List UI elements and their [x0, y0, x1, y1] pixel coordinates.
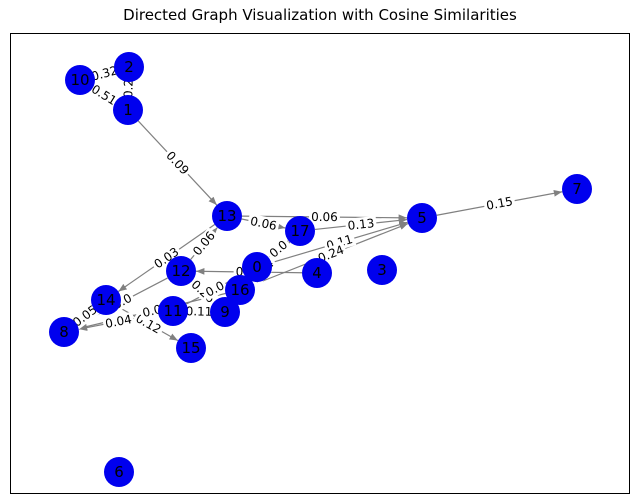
edge-label-5-7: 0.15: [483, 193, 516, 214]
node-2: 2: [114, 52, 144, 82]
node-10: 10: [65, 65, 95, 95]
node-6: 6: [104, 457, 134, 487]
node-1: 1: [113, 95, 143, 125]
node-4: 4: [302, 258, 332, 288]
node-17: 17: [285, 216, 315, 246]
edge-label-2-1: 0.2: [121, 76, 136, 101]
node-13: 13: [212, 201, 242, 231]
node-label: 6: [114, 463, 124, 481]
chart-title: Directed Graph Visualization with Cosine…: [123, 6, 517, 24]
node-circle: [562, 174, 592, 204]
node-label: 4: [312, 264, 322, 282]
node-label: 8: [59, 323, 69, 341]
node-circle: [158, 296, 188, 326]
node-3: 3: [367, 255, 397, 285]
node-circle: [367, 255, 397, 285]
node-label: 13: [217, 207, 236, 225]
node-circle: [242, 252, 272, 282]
edge-label-12-13: 0.06: [188, 227, 220, 260]
node-circle: [225, 275, 255, 305]
node-circle: [49, 317, 79, 347]
node-8: 8: [49, 317, 79, 347]
node-label: 14: [96, 291, 115, 309]
plot-frame: [10, 33, 630, 494]
node-circle: [166, 256, 196, 286]
node-label: 1: [123, 101, 133, 119]
edge-label-17-5: 0.13: [344, 215, 378, 234]
edge-weight-label: 0.0: [141, 302, 163, 320]
node-9: 9: [210, 297, 240, 327]
edge-weight-label: 0.04: [104, 312, 133, 331]
node-16: 16: [225, 275, 255, 305]
node-circle: [302, 258, 332, 288]
edge-weight-label: 0.06: [249, 214, 278, 233]
node-label: 0: [252, 258, 262, 276]
node-label: 7: [572, 180, 582, 198]
edge-weight-label: 0.2: [121, 79, 135, 98]
edge-weight-label: 0.32: [90, 63, 119, 83]
edge-weight-label: 0.06: [311, 210, 338, 224]
node-circle: [65, 65, 95, 95]
node-label: 17: [290, 222, 309, 240]
node-5: 5: [407, 203, 437, 233]
node-label: 11: [163, 302, 182, 320]
node-0: 0: [242, 252, 272, 282]
node-circle: [176, 333, 206, 363]
node-circle: [212, 201, 242, 231]
edge-weight-label: 0.11: [186, 304, 213, 319]
node-circle: [210, 297, 240, 327]
edge-label-13-17: 0.06: [247, 213, 280, 234]
node-14: 14: [91, 285, 121, 315]
node-label: 2: [124, 58, 134, 76]
node-circle: [113, 95, 143, 125]
node-7: 7: [562, 174, 592, 204]
edge-weight-label: 0.15: [485, 194, 514, 213]
node-label: 10: [70, 71, 89, 89]
node-label: 12: [171, 262, 190, 280]
node-label: 16: [230, 281, 249, 299]
edge-label-11-9: 0.11: [183, 304, 215, 319]
edge-weight-label: 0.13: [347, 216, 375, 233]
node-circle: [91, 285, 121, 315]
node-12: 12: [166, 256, 196, 286]
node-circle: [114, 52, 144, 82]
edge-label-11-8: 0.04: [102, 311, 135, 332]
edge-label-13-5: 0.06: [309, 209, 340, 225]
node-label: 3: [377, 261, 387, 279]
node-15: 15: [176, 333, 206, 363]
node-circle: [407, 203, 437, 233]
node-11: 11: [158, 296, 188, 326]
node-circle: [104, 457, 134, 487]
edge-label-16-8: 0.0: [138, 301, 166, 321]
edge-label-10-2: 0.32: [87, 62, 122, 85]
node-label: 9: [220, 303, 230, 321]
node-circle: [285, 216, 315, 246]
node-label: 15: [181, 339, 200, 357]
node-label: 5: [417, 209, 427, 227]
